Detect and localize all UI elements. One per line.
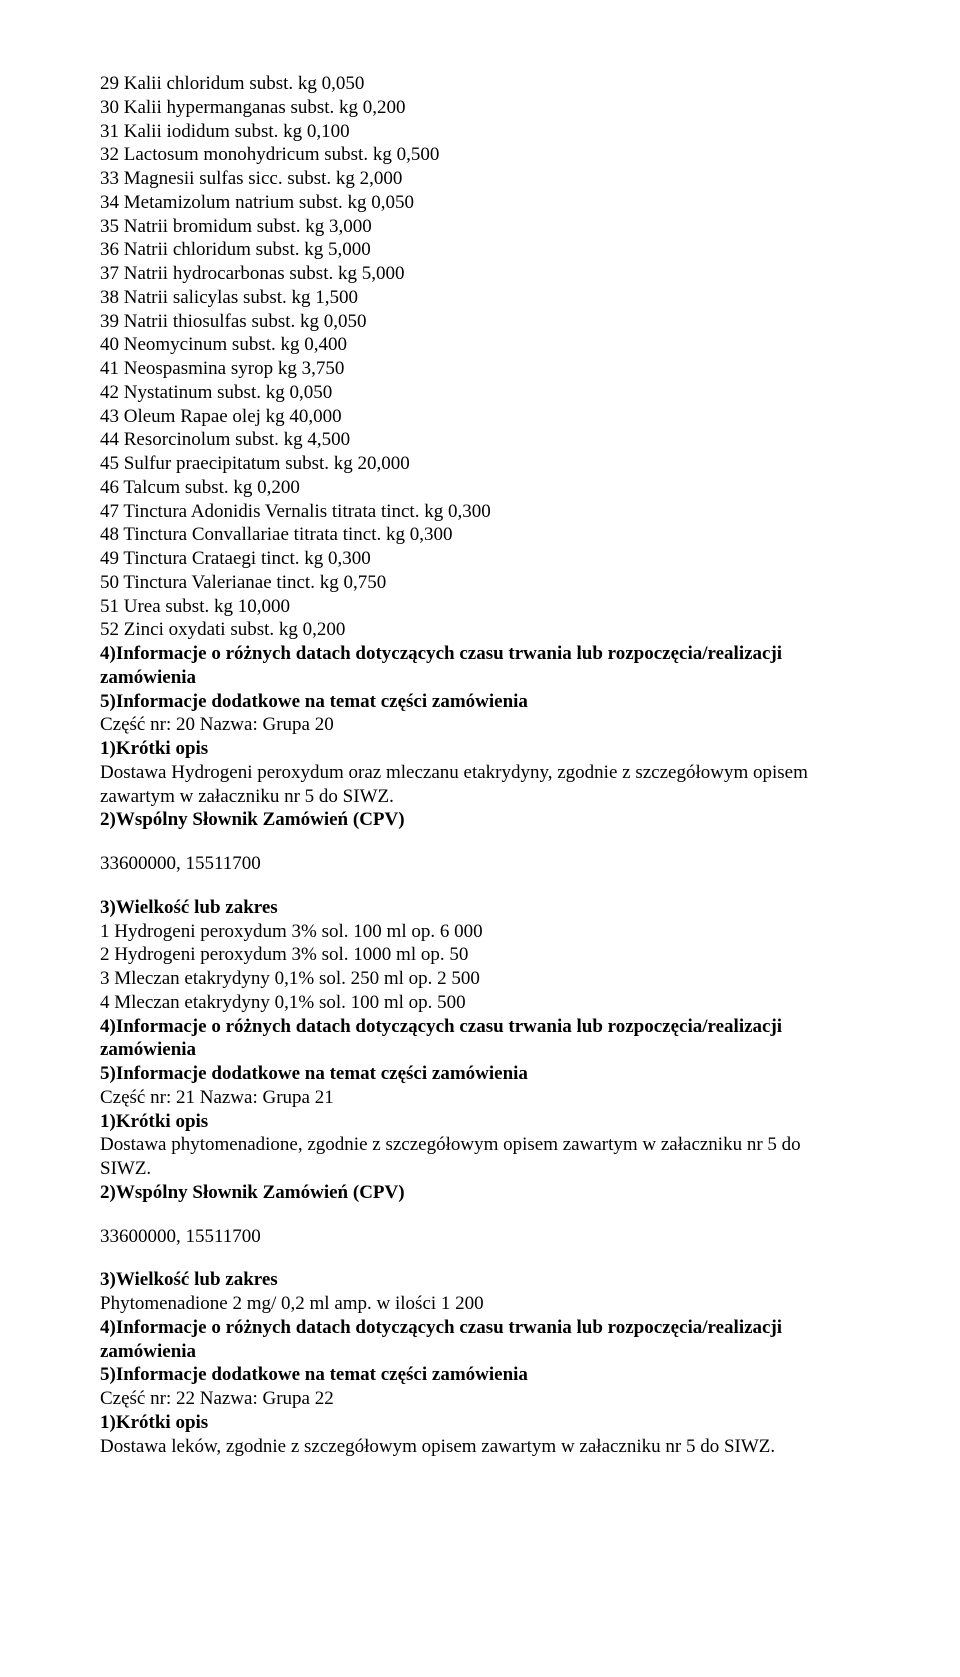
size-label: 3)Wielkość lub zakres [100, 896, 884, 920]
short-desc-text: zawartym w załaczniku nr 5 do SIWZ. [100, 785, 884, 809]
cpv-label: 2)Wspólny Słownik Zamówień (CPV) [100, 808, 884, 832]
short-desc-label: 1)Krótki opis [100, 1110, 884, 1134]
substance-line: 51 Urea subst. kg 10,000 [100, 595, 884, 619]
section-5-heading: 5)Informacje dodatkowe na temat części z… [100, 690, 884, 714]
size-label: 3)Wielkość lub zakres [100, 1268, 884, 1292]
substance-line: 39 Natrii thiosulfas subst. kg 0,050 [100, 310, 884, 334]
substance-line: 31 Kalii iodidum subst. kg 0,100 [100, 120, 884, 144]
substance-line: 35 Natrii bromidum subst. kg 3,000 [100, 215, 884, 239]
substance-line: 36 Natrii chloridum subst. kg 5,000 [100, 238, 884, 262]
part-title: Część nr: 21 Nazwa: Grupa 21 [100, 1086, 884, 1110]
section-4-heading: 4)Informacje o różnych datach dotyczącyc… [100, 1316, 884, 1340]
substance-line: 46 Talcum subst. kg 0,200 [100, 476, 884, 500]
short-desc-text: Dostawa phytomenadione, zgodnie z szczeg… [100, 1133, 884, 1157]
size-item: 1 Hydrogeni peroxydum 3% sol. 100 ml op.… [100, 920, 884, 944]
substance-line: 41 Neospasmina syrop kg 3,750 [100, 357, 884, 381]
substance-line: 38 Natrii salicylas subst. kg 1,500 [100, 286, 884, 310]
part-title: Część nr: 20 Nazwa: Grupa 20 [100, 713, 884, 737]
substance-line: 33 Magnesii sulfas sicc. subst. kg 2,000 [100, 167, 884, 191]
short-desc-text: Dostawa Hydrogeni peroxydum oraz mleczan… [100, 761, 884, 785]
substance-line: 47 Tinctura Adonidis Vernalis titrata ti… [100, 500, 884, 524]
substance-line: 50 Tinctura Valerianae tinct. kg 0,750 [100, 571, 884, 595]
short-desc-text: Dostawa leków, zgodnie z szczegółowym op… [100, 1435, 884, 1459]
size-item: 3 Mleczan etakrydyny 0,1% sol. 250 ml op… [100, 967, 884, 991]
substance-line: 43 Oleum Rapae olej kg 40,000 [100, 405, 884, 429]
cpv-label: 2)Wspólny Słownik Zamówień (CPV) [100, 1181, 884, 1205]
part-title: Część nr: 22 Nazwa: Grupa 22 [100, 1387, 884, 1411]
section-5-heading: 5)Informacje dodatkowe na temat części z… [100, 1363, 884, 1387]
short-desc-label: 1)Krótki opis [100, 737, 884, 761]
section-4-heading: zamówienia [100, 1340, 884, 1364]
substance-line: 52 Zinci oxydati subst. kg 0,200 [100, 618, 884, 642]
substance-line: 48 Tinctura Convallariae titrata tinct. … [100, 523, 884, 547]
substance-line: 30 Kalii hypermanganas subst. kg 0,200 [100, 96, 884, 120]
substance-line: 37 Natrii hydrocarbonas subst. kg 5,000 [100, 262, 884, 286]
size-item: Phytomenadione 2 mg/ 0,2 ml amp. w ilośc… [100, 1292, 884, 1316]
substance-line: 49 Tinctura Crataegi tinct. kg 0,300 [100, 547, 884, 571]
section-4-heading: zamówienia [100, 1038, 884, 1062]
cpv-value: 33600000, 15511700 [100, 1225, 884, 1249]
substance-line: 44 Resorcinolum subst. kg 4,500 [100, 428, 884, 452]
substance-line: 29 Kalii chloridum subst. kg 0,050 [100, 72, 884, 96]
section-4-heading: zamówienia [100, 666, 884, 690]
substance-line: 32 Lactosum monohydricum subst. kg 0,500 [100, 143, 884, 167]
short-desc-label: 1)Krótki opis [100, 1411, 884, 1435]
section-4-heading: 4)Informacje o różnych datach dotyczącyc… [100, 1015, 884, 1039]
short-desc-text: SIWZ. [100, 1157, 884, 1181]
substance-line: 42 Nystatinum subst. kg 0,050 [100, 381, 884, 405]
substance-line: 34 Metamizolum natrium subst. kg 0,050 [100, 191, 884, 215]
section-4-heading: 4)Informacje o różnych datach dotyczącyc… [100, 642, 884, 666]
substance-line: 45 Sulfur praecipitatum subst. kg 20,000 [100, 452, 884, 476]
section-5-heading: 5)Informacje dodatkowe na temat części z… [100, 1062, 884, 1086]
size-item: 2 Hydrogeni peroxydum 3% sol. 1000 ml op… [100, 943, 884, 967]
size-item: 4 Mleczan etakrydyny 0,1% sol. 100 ml op… [100, 991, 884, 1015]
substance-line: 40 Neomycinum subst. kg 0,400 [100, 333, 884, 357]
cpv-value: 33600000, 15511700 [100, 852, 884, 876]
